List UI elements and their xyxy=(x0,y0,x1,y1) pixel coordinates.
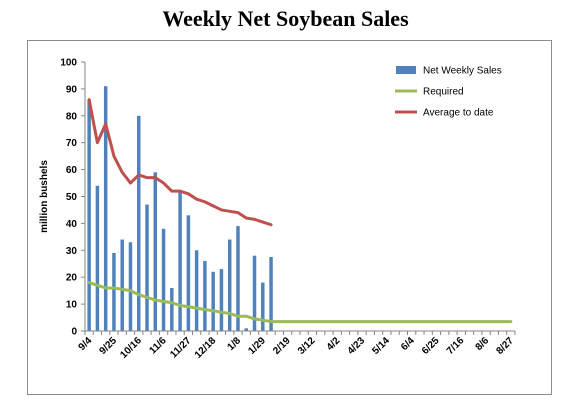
bar xyxy=(219,269,224,331)
tick-labels: 0 10 20 30 40 50 60 70 80 90 100 9/4 9/25 10/16 11/6 11… xyxy=(60,58,516,361)
x-tick-label: 8/27 xyxy=(494,335,516,357)
x-tick-label: 9/25 xyxy=(98,335,120,357)
y-tick-label: 20 xyxy=(66,273,78,284)
bar xyxy=(103,86,108,332)
chart-title: Weekly Net Soybean Sales xyxy=(162,6,409,31)
bar xyxy=(87,99,91,331)
y-tick-label: 60 xyxy=(66,165,78,176)
x-tick-label: 1/29 xyxy=(246,335,268,357)
bar xyxy=(236,226,240,331)
x-tick-label: 1/8 xyxy=(225,335,243,353)
average-to-date-line xyxy=(87,98,273,227)
bar xyxy=(211,271,215,331)
y-axis-ticks xyxy=(81,61,85,332)
bar xyxy=(227,239,232,331)
bar xyxy=(145,204,149,331)
y-tick-label: 80 xyxy=(66,111,78,122)
bar xyxy=(95,185,100,331)
x-tick-label: 10/16 xyxy=(118,335,144,361)
y-tick-label: 40 xyxy=(66,219,78,230)
y-tick-label: 100 xyxy=(60,58,77,69)
bar xyxy=(186,215,191,331)
x-tick-label: 7/16 xyxy=(445,335,467,357)
y-tick-label: 10 xyxy=(66,300,78,311)
y-tick-label: 70 xyxy=(66,138,78,149)
y-axis-title: million bushels xyxy=(39,160,50,233)
bar xyxy=(170,287,174,331)
bar xyxy=(161,228,166,331)
bar xyxy=(137,115,141,331)
bar xyxy=(244,328,248,331)
x-tick-label: 8/6 xyxy=(474,335,492,353)
axes xyxy=(84,62,516,335)
bar xyxy=(120,239,124,331)
y-tick-label: 50 xyxy=(66,192,78,203)
x-tick-label: 11/6 xyxy=(148,335,169,356)
chart-frame xyxy=(27,40,552,395)
bar xyxy=(153,172,158,331)
legend-label-net-weekly-sales: Net Weekly Sales xyxy=(423,66,502,77)
x-tick-label: 4/2 xyxy=(325,335,343,353)
x-tick-label: 2/19 xyxy=(271,335,293,357)
x-tick-label: 4/23 xyxy=(346,335,368,357)
y-tick-label: 90 xyxy=(66,84,78,95)
bar xyxy=(194,250,199,331)
x-tick-label: 9/4 xyxy=(77,335,95,353)
bar xyxy=(269,257,273,331)
bar xyxy=(203,261,207,331)
y-tick-label: 0 xyxy=(71,327,77,338)
legend-label-average-to-date: Average to date xyxy=(423,108,494,119)
x-tick-label: 6/4 xyxy=(399,335,417,353)
bar xyxy=(112,252,116,331)
required-line xyxy=(87,281,513,324)
bar xyxy=(178,191,182,331)
legend-label-required: Required xyxy=(423,87,464,98)
legend: Net Weekly Sales Required Average to date xyxy=(395,66,502,119)
bar xyxy=(261,282,265,331)
legend-swatch-net-weekly-sales xyxy=(396,66,416,74)
x-tick-label: 3/12 xyxy=(296,335,318,357)
x-tick-label: 6/25 xyxy=(420,335,442,357)
x-tick-label: 12/18 xyxy=(193,335,219,361)
bar-series xyxy=(87,86,273,332)
bar xyxy=(128,242,133,331)
line-series xyxy=(87,98,513,324)
x-tick-label: 11/27 xyxy=(168,335,193,360)
bar xyxy=(252,255,257,331)
y-tick-label: 30 xyxy=(66,246,78,257)
x-tick-label: 5/14 xyxy=(370,335,392,357)
